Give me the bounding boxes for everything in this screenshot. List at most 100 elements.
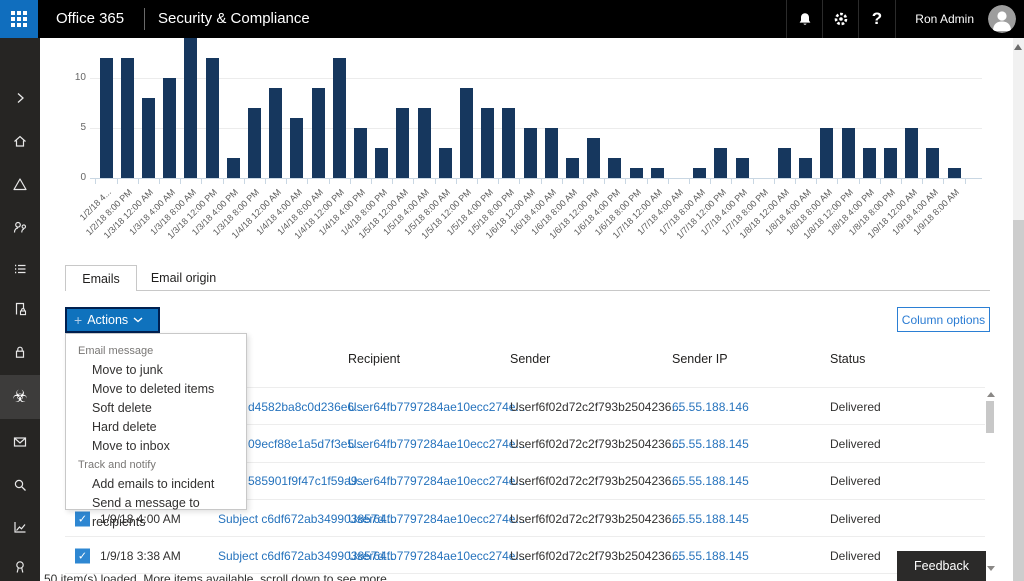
sidebar-item-data-loss-prevention[interactable]: [0, 288, 40, 330]
reports-icon: [14, 522, 26, 533]
x-axis-tick: [583, 179, 584, 184]
chart-bar: [269, 88, 283, 178]
x-axis-tick: [646, 179, 648, 184]
x-axis-tick: [837, 179, 839, 184]
avatar[interactable]: [988, 5, 1016, 33]
user-avatar-icon: [988, 5, 1016, 33]
sidebar-item-home[interactable]: [0, 120, 40, 162]
chart-bar: [777, 148, 791, 178]
sidebar-item-expand[interactable]: [0, 77, 40, 119]
menu-item[interactable]: Soft delete: [92, 401, 152, 415]
x-axis-tick: [667, 179, 669, 184]
sidebar-item-mail-flow[interactable]: [0, 421, 40, 463]
cell-sender: Userf6f02d72c2f793b2504236...: [510, 436, 682, 451]
menu-section-header: Email message: [78, 345, 154, 357]
sidebar-item-reports[interactable]: [0, 506, 40, 548]
feedback-button[interactable]: Feedback: [897, 551, 986, 581]
chart-gridline: [90, 78, 982, 79]
sidebar-item-alerts[interactable]: [0, 163, 40, 205]
notifications-button[interactable]: [786, 0, 823, 38]
cell-recipient-link[interactable]: User64fb7797284ae10ecc274e...: [348, 548, 526, 563]
help-icon: ?: [871, 9, 883, 28]
sidebar-item-permissions[interactable]: [0, 206, 40, 248]
x-axis-tick: [752, 179, 754, 184]
cell-sender-ip-link[interactable]: 65.55.188.145: [672, 436, 749, 451]
actions-button[interactable]: + Actions: [65, 307, 160, 333]
x-axis-tick: [243, 179, 245, 184]
plus-icon: +: [74, 312, 83, 328]
chart-bar: [905, 128, 919, 178]
col-header-sender-ip[interactable]: Sender IP: [672, 352, 728, 366]
cell-sender-ip-link[interactable]: 65.55.188.145: [672, 474, 749, 489]
cell-subject-link[interactable]: d4582ba8c0d236e6...: [248, 399, 365, 414]
tab-email-origin[interactable]: Email origin: [150, 271, 217, 285]
row-checkbox[interactable]: ✓: [75, 511, 90, 527]
topbar-divider: [144, 8, 145, 30]
sidebar-item-data-governance[interactable]: [0, 331, 40, 373]
help-button[interactable]: ?: [858, 0, 896, 38]
row-separator: [65, 461, 985, 463]
cell-subject-link[interactable]: Subject c6df672ab349903857d...: [218, 548, 395, 563]
cell-subject-link[interactable]: Subject c6df672ab349903857d...: [218, 511, 395, 526]
cell-date: 1/9/18 4:00 AM: [100, 511, 181, 526]
x-axis-tick: [328, 179, 330, 184]
left-nav: ☣: [0, 38, 40, 581]
menu-item[interactable]: Move to junk: [92, 363, 163, 377]
app-launcher-button[interactable]: [0, 0, 38, 38]
cell-recipient-link[interactable]: User64fb7797284ae10ecc274e...: [348, 511, 526, 526]
x-axis-tick: [540, 179, 542, 184]
row-checkbox[interactable]: ✓: [75, 548, 90, 564]
x-axis-tick: [561, 179, 563, 184]
mail-flow-icon: [13, 437, 27, 447]
cell-subject-link[interactable]: 585901f9f47c1f59a9...: [248, 474, 368, 489]
sidebar-item-classifications[interactable]: [0, 248, 40, 290]
cell-status: Delivered: [830, 436, 881, 451]
page-scrollbar-thumb[interactable]: [1013, 220, 1024, 581]
menu-item[interactable]: Send a message to recipients: [92, 496, 200, 529]
cell-subject-link[interactable]: 09ecf88e1a5d7f3e5...: [248, 436, 365, 451]
chart-bar: [883, 148, 897, 178]
row-separator: [65, 573, 985, 575]
brand-label[interactable]: Office 365: [56, 10, 125, 27]
chart-bar: [205, 58, 219, 178]
cell-sender-ip-link[interactable]: 65.55.188.145: [672, 548, 749, 563]
menu-item[interactable]: Hard delete: [92, 420, 157, 434]
menu-item[interactable]: Move to deleted items: [92, 382, 215, 396]
col-header-recipient[interactable]: Recipient: [348, 352, 401, 366]
sidebar-item-service-assurance[interactable]: [0, 546, 40, 581]
cell-recipient-link[interactable]: User64fb7797284ae10ecc274e...: [348, 399, 526, 414]
x-axis-tick: [392, 179, 394, 184]
home-icon: [14, 135, 26, 147]
chart-bar: [353, 128, 367, 178]
x-axis-tick: [95, 179, 97, 184]
cell-recipient-link[interactable]: User64fb7797284ae10ecc274e...: [348, 474, 526, 489]
y-axis-tick-label: 0: [80, 172, 86, 183]
col-header-sender[interactable]: Sender: [510, 352, 551, 366]
sidebar-item-search[interactable]: [0, 464, 40, 506]
sidebar-item-threat-management[interactable]: ☣: [0, 375, 40, 419]
cell-sender-ip-link[interactable]: 65.55.188.146: [672, 399, 749, 414]
page-scroll-up-icon[interactable]: [1014, 44, 1022, 50]
chart-bar: [820, 128, 834, 178]
chart-bar: [99, 58, 113, 178]
x-axis-line: [90, 178, 982, 179]
tab-emails[interactable]: Emails: [65, 265, 137, 291]
settings-button[interactable]: [822, 0, 859, 38]
user-name[interactable]: Ron Admin: [915, 12, 974, 26]
menu-item[interactable]: Add emails to incident: [92, 477, 215, 491]
cell-status: Delivered: [830, 474, 881, 489]
x-axis-tick: [922, 179, 924, 184]
data-governance-icon: [15, 346, 25, 358]
alerts-icon: [13, 178, 27, 191]
x-axis-tick: [371, 179, 372, 184]
table-scroll-down-icon[interactable]: [987, 566, 995, 571]
column-options-button[interactable]: Column options: [897, 307, 990, 332]
table-scroll-up-icon[interactable]: [987, 392, 995, 397]
col-header-status[interactable]: Status: [830, 352, 866, 366]
menu-item[interactable]: Move to inbox: [92, 439, 170, 453]
x-axis-tick: [964, 179, 966, 184]
cell-sender-ip-link[interactable]: 65.55.188.145: [672, 511, 749, 526]
cell-recipient-link[interactable]: User64fb7797284ae10ecc274e...: [348, 436, 526, 451]
table-scrollbar-thumb[interactable]: [986, 401, 994, 433]
